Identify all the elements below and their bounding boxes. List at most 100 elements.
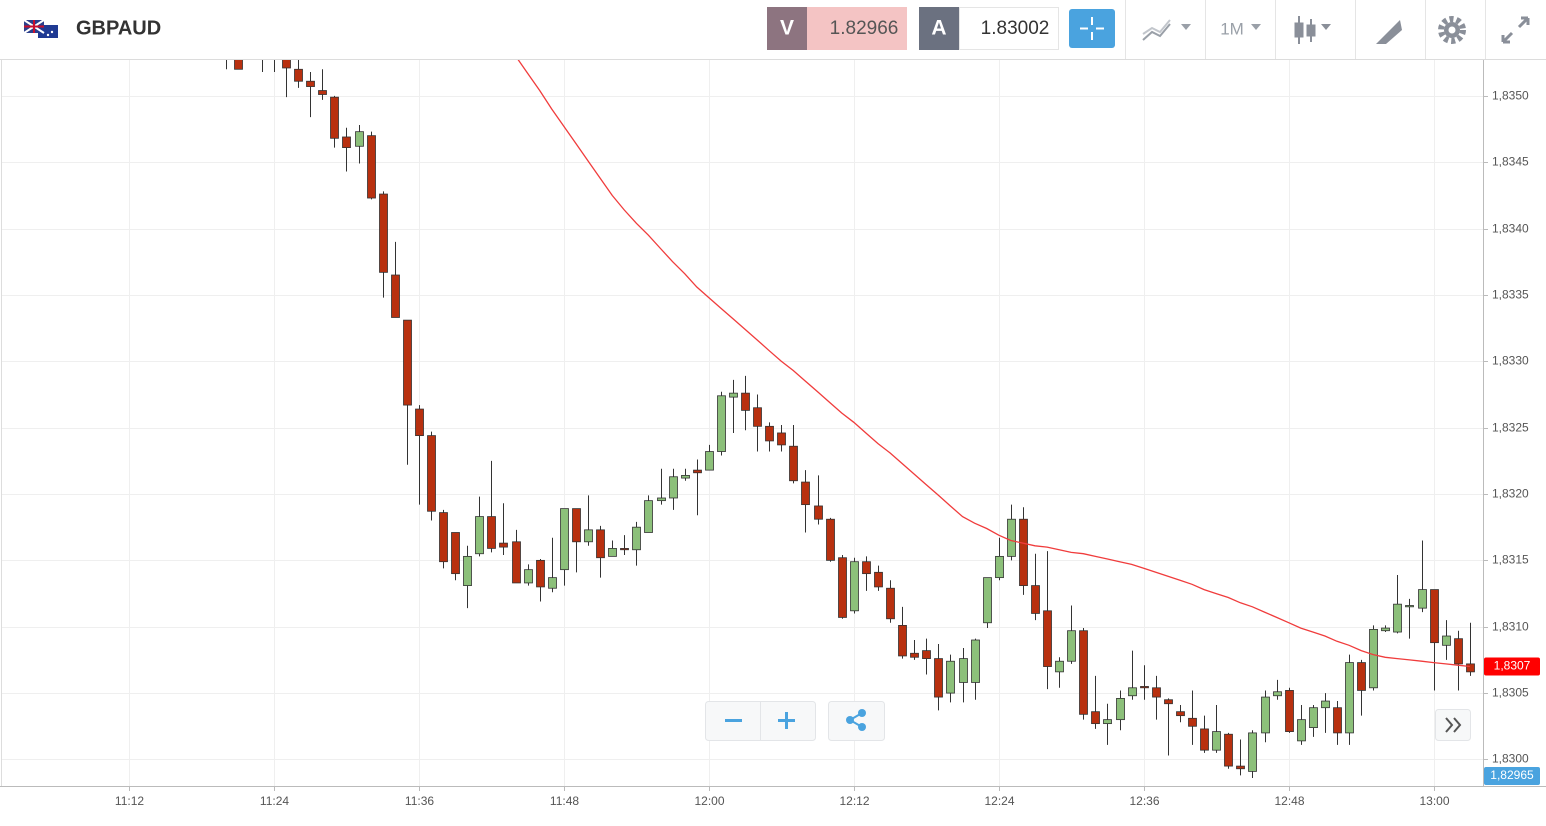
flag-icon: [23, 19, 58, 38]
y-tick-label: 1,8340: [1492, 222, 1529, 236]
x-tick-label: 11:36: [405, 794, 434, 808]
x-tick-label: 12:24: [984, 794, 1014, 808]
price-marker-label: 1,8307: [1494, 659, 1531, 673]
y-tick-label: 1,8320: [1492, 487, 1529, 501]
candle-body: [620, 548, 629, 551]
y-tick-label: 1,8345: [1492, 155, 1529, 169]
candle-body: [1418, 589, 1427, 609]
candle-body: [560, 508, 569, 571]
zoom-out-button[interactable]: [725, 719, 742, 722]
crosshair-button[interactable]: [1069, 9, 1115, 48]
settings-button[interactable]: [1438, 16, 1466, 44]
scroll-end-icon: [1445, 717, 1462, 733]
sell-price-box[interactable]: [807, 7, 907, 50]
share-button[interactable]: [828, 701, 885, 741]
candle-body: [355, 131, 364, 147]
candle-body: [1128, 687, 1137, 697]
y-tick-label: 1,8305: [1492, 686, 1529, 700]
candle-body: [1309, 707, 1318, 729]
candle-body: [1152, 687, 1161, 698]
candle-body: [1091, 711, 1100, 725]
candle-body: [753, 407, 762, 427]
candle-body: [1261, 696, 1270, 734]
candle-body: [1454, 638, 1463, 665]
sell-button[interactable]: [767, 7, 807, 50]
candle-body: [693, 469, 702, 474]
fullscreen-button[interactable]: [1501, 16, 1530, 44]
x-tick-label: 12:12: [839, 794, 869, 808]
candle-body: [1007, 518, 1016, 557]
candle-body: [971, 639, 980, 683]
candle-body: [282, 60, 291, 69]
candle-body: [946, 660, 955, 694]
candle-body: [741, 392, 750, 411]
candle-body: [584, 529, 593, 543]
x-tick-label: 12:48: [1274, 794, 1304, 808]
candle-body: [499, 542, 508, 548]
candle-body: [874, 571, 883, 588]
candle-body: [959, 658, 968, 683]
axes: 1,8300 1,8305 1,8310 1,8315 1,8320 1,8325 1,83…: [115, 89, 1529, 809]
draw-button[interactable]: [1376, 20, 1402, 44]
candle-body: [826, 518, 835, 561]
candle-body: [898, 625, 907, 657]
candle-body: [995, 555, 1004, 579]
y-tick-label: 1,8350: [1492, 89, 1529, 103]
candle-body: [1019, 518, 1028, 586]
candle-body: [1043, 610, 1052, 667]
candle-body: [886, 587, 895, 620]
buy-button[interactable]: [919, 7, 959, 50]
candle-body: [415, 408, 424, 437]
x-tick-label: 13:00: [1419, 794, 1449, 808]
candle-body: [765, 425, 774, 442]
y-tick-label: 1,8310: [1492, 620, 1529, 634]
candle-body: [1079, 630, 1088, 715]
candle-body: [1357, 662, 1366, 691]
candle-body: [439, 512, 448, 563]
grid: [2, 60, 1483, 786]
candle-body: [1188, 717, 1197, 727]
candle-body: [814, 505, 823, 520]
candle-body: [1116, 698, 1125, 721]
candle-body: [342, 136, 351, 148]
candle-body: [451, 532, 460, 575]
candle-body: [367, 135, 376, 199]
zoom-in-button[interactable]: [778, 712, 795, 729]
candle-body: [1176, 711, 1185, 717]
candle-body: [1164, 699, 1173, 705]
candle-body: [1224, 733, 1233, 767]
candle-body: [330, 96, 339, 139]
x-tick-label: 11:12: [115, 794, 144, 808]
candle-body: [1381, 627, 1390, 632]
candle-body: [1212, 731, 1221, 751]
candle-body: [922, 650, 931, 659]
buy-price-box[interactable]: [959, 7, 1059, 50]
chart-type-button[interactable]: [1294, 16, 1331, 44]
symbol: GBPAUD: [76, 17, 161, 39]
plot: [226, 60, 1475, 779]
candle-body: [838, 557, 847, 618]
timeframe-caret: [1251, 24, 1261, 30]
x-tick-label: 11:48: [550, 794, 579, 808]
candle-body: [983, 577, 992, 624]
candle-body: [548, 577, 557, 589]
candle-body: [789, 445, 798, 482]
zoom-controls: [705, 701, 1471, 741]
candle-body: [632, 526, 641, 551]
candle-body: [1031, 585, 1040, 614]
candle-body: [1321, 700, 1330, 709]
candle-body: [1369, 628, 1378, 689]
candle-body: [777, 432, 786, 446]
candle-body: [717, 395, 726, 452]
indicator-button[interactable]: [1142, 19, 1191, 41]
candle-body: [524, 569, 533, 584]
y-tick-label: 1,8300: [1492, 752, 1529, 766]
candle-body: [318, 90, 327, 95]
y-tick-label: 1,8325: [1492, 421, 1529, 435]
candle-body: [729, 392, 738, 398]
candle-body: [1248, 732, 1257, 772]
candle-body: [1067, 630, 1076, 662]
timeframe[interactable]: 1M: [1220, 19, 1244, 38]
